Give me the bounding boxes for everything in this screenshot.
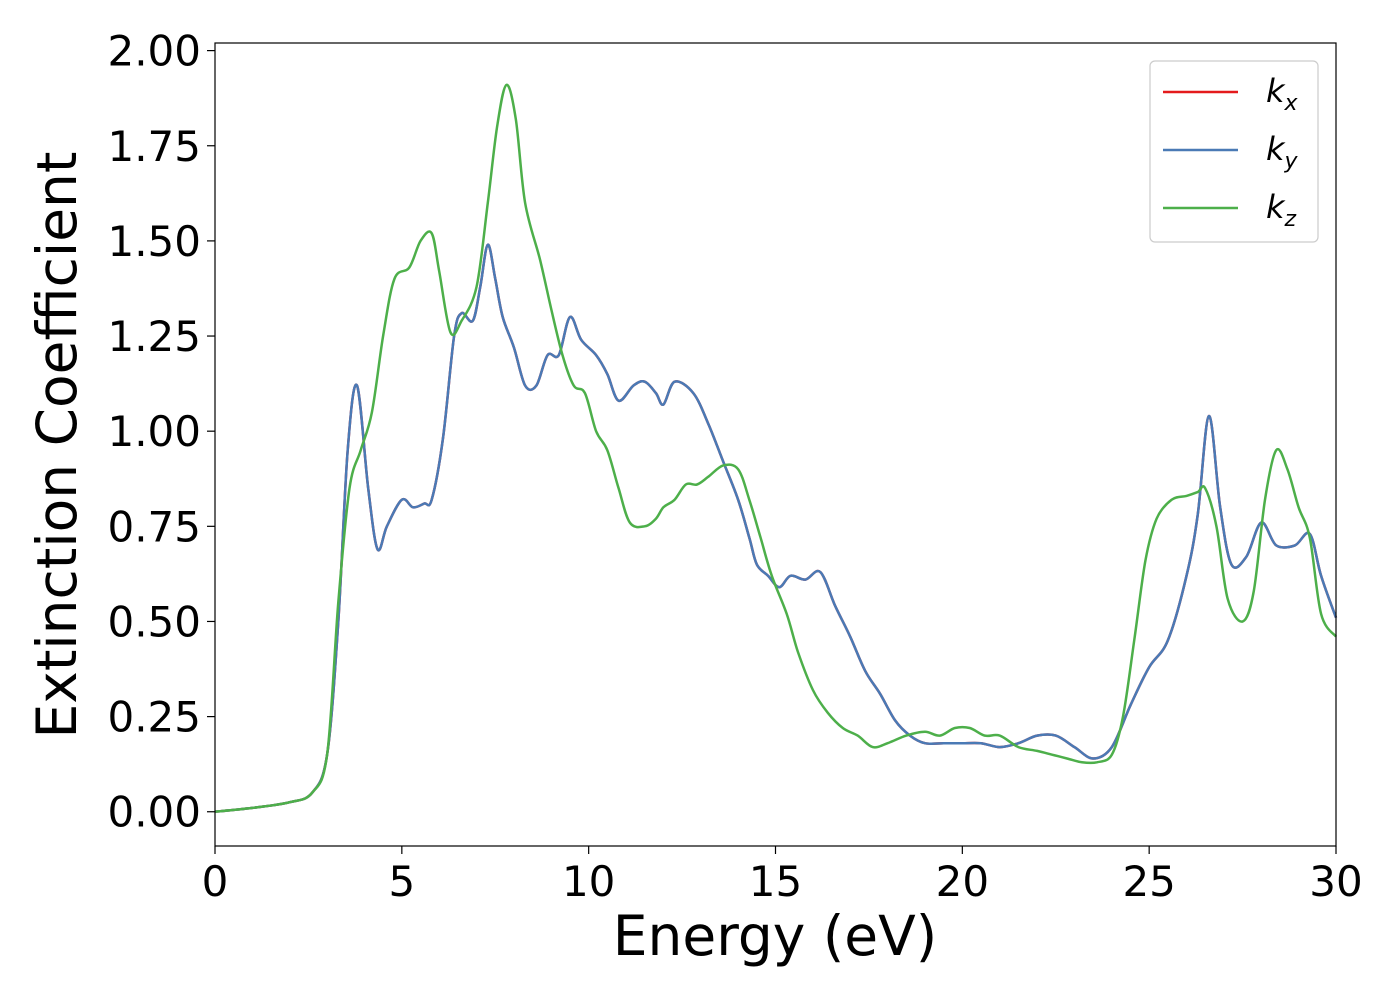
y-axis-label: Extinction Coefficient [25,152,89,739]
series-line-ky [214,243,1338,813]
x-tick-label: 20 [936,857,989,906]
x-tick-label: 15 [749,857,802,906]
y-tick-label: 1.75 [107,122,201,171]
y-tick-label: 0.50 [107,597,201,646]
x-tick-label: 30 [1309,857,1362,906]
y-tick-label: 1.00 [107,407,201,456]
ticks-layer: 0 5 10 15 20 25 30 0.00 0.25 0.50 0.75 1.00 1.25 1.50… [107,27,1362,906]
x-axis-label: Energy (eV) [613,904,937,968]
x-tick-label: 0 [202,857,229,906]
y-tick-label: 0.00 [107,788,201,837]
x-tick-label: 25 [1122,857,1175,906]
y-tick-label: 1.25 [107,312,201,361]
legend-box [1149,60,1319,243]
y-tick-label: 0.75 [107,502,201,551]
series-line-kz [214,83,1338,813]
y-tick-label: 0.25 [107,693,201,742]
legend-label-ky: ky [1266,130,1299,174]
y-tick-label: 2.00 [107,27,201,76]
x-tick-label: 5 [388,857,415,906]
y-tick-label: 1.50 [107,217,201,266]
series-layer [214,83,1338,813]
x-tick-label: 10 [562,857,615,906]
